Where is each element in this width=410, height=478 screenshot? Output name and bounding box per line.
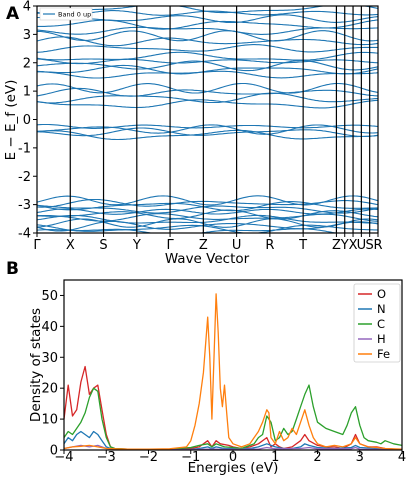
band-line bbox=[36, 208, 379, 215]
band-y-tick-label: -2 bbox=[18, 170, 31, 185]
band-y-tick-label: 1 bbox=[23, 85, 31, 100]
band-x-axis-label: Wave Vector bbox=[165, 251, 250, 267]
band-x-tick-label: Γ bbox=[166, 238, 174, 253]
panel-b-label: B bbox=[6, 259, 19, 279]
dos-plot-frame bbox=[63, 279, 403, 451]
dos-x-tick-label: 2 bbox=[313, 450, 321, 465]
panel-a-label: A bbox=[6, 4, 20, 24]
band-line bbox=[36, 58, 379, 65]
band-y-tick-label: 3 bbox=[23, 28, 31, 43]
band-x-tick-label: Y bbox=[132, 238, 141, 253]
band-x-tick-label: Z bbox=[332, 238, 341, 253]
band-x-tick-label: X bbox=[349, 238, 358, 253]
dos-legend-label-o: O bbox=[377, 287, 386, 301]
band-line bbox=[36, 124, 379, 135]
band-line bbox=[36, 195, 379, 206]
band-x-tick-label: Y bbox=[340, 238, 349, 253]
band-line bbox=[36, 127, 379, 137]
dos-y-tick-label: 50 bbox=[41, 289, 58, 304]
dos-series-lines bbox=[63, 293, 403, 451]
band-legend-label: Band 0 up bbox=[58, 11, 91, 19]
dos-x-tick-label: −1 bbox=[181, 450, 200, 465]
kpoint-lines bbox=[69, 6, 371, 233]
dos-y-ticks: 0 10 20 30 40 50 bbox=[41, 289, 64, 459]
band-line bbox=[36, 87, 379, 97]
dos-y-tick-label: 10 bbox=[41, 413, 58, 428]
band-line bbox=[36, 228, 378, 234]
band-line bbox=[36, 44, 378, 53]
dos-line-o bbox=[63, 365, 402, 451]
dos-x-axis-label: Energies (eV) bbox=[188, 460, 279, 476]
dos-x-tick-label: −2 bbox=[139, 450, 158, 465]
band-line bbox=[37, 30, 379, 42]
band-x-tick-label: U bbox=[232, 238, 242, 253]
band-x-tick-label: S bbox=[99, 238, 107, 253]
band-line bbox=[36, 218, 379, 228]
band-y-tick-label: -1 bbox=[18, 141, 31, 156]
band-line bbox=[36, 224, 379, 234]
band-x-tick-label: R bbox=[373, 238, 382, 253]
band-lines bbox=[36, 5, 379, 234]
band-x-tick-label: Z bbox=[199, 238, 208, 253]
dos-line-n bbox=[63, 430, 403, 451]
band-y-tick-label: 0 bbox=[23, 113, 31, 128]
dos-line-c bbox=[63, 384, 403, 451]
dos-x-tick-label: −4 bbox=[54, 450, 73, 465]
band-x-tick-label: R bbox=[265, 238, 274, 253]
band-line bbox=[37, 19, 379, 30]
dos-line-fe bbox=[63, 293, 403, 450]
dos-legend-label-fe: Fe bbox=[377, 347, 390, 361]
band-line bbox=[36, 51, 379, 61]
band-line bbox=[36, 92, 379, 104]
band-y-ticks: -4 -3 -2 -1 0 1 2 3 4 bbox=[18, 0, 37, 242]
band-x-tick-label: U bbox=[357, 238, 367, 253]
band-line bbox=[36, 201, 378, 212]
band-line bbox=[36, 36, 379, 47]
dos-legend-box bbox=[353, 283, 401, 363]
band-line bbox=[36, 99, 379, 109]
dos-y-axis-label: Density of states bbox=[28, 308, 44, 422]
band-y-tick-label: -3 bbox=[18, 198, 31, 213]
band-line bbox=[36, 82, 379, 94]
dos-x-tick-label: 1 bbox=[271, 450, 279, 465]
dos-x-tick-label: 3 bbox=[356, 450, 364, 465]
band-line bbox=[36, 64, 379, 75]
dos-legend-label-h: H bbox=[377, 332, 386, 346]
band-line bbox=[36, 60, 379, 72]
dos-y-tick-label: 30 bbox=[41, 351, 58, 366]
band-line bbox=[36, 129, 379, 141]
dos-y-tick-label: 0 bbox=[50, 444, 58, 459]
band-legend-box bbox=[39, 7, 93, 21]
band-y-axis-label: E − E_f (eV) bbox=[3, 80, 19, 161]
band-x-tick-label: X bbox=[66, 238, 75, 253]
band-legend: Band 0 up bbox=[39, 7, 93, 21]
band-x-tick-label: T bbox=[298, 238, 307, 253]
dos-legend-label-c: C bbox=[377, 317, 385, 331]
dos-y-tick-label: 40 bbox=[41, 320, 58, 335]
dos-legend-label-n: N bbox=[377, 302, 386, 316]
band-line bbox=[37, 70, 379, 79]
band-line bbox=[37, 14, 379, 24]
dos-x-tick-label: 4 bbox=[398, 450, 406, 465]
band-line bbox=[36, 214, 379, 224]
band-line bbox=[36, 123, 379, 129]
band-y-tick-label: 4 bbox=[23, 0, 31, 15]
band-x-tick-label: Γ bbox=[33, 238, 41, 253]
dos-y-tick-label: 20 bbox=[41, 382, 58, 397]
dos-x-ticks: −4 −3 −2 −1 0 1 2 3 4 bbox=[54, 450, 406, 465]
dos-x-tick-label: −3 bbox=[97, 450, 116, 465]
band-y-tick-label: -4 bbox=[18, 227, 31, 242]
dos-x-tick-label: 0 bbox=[229, 450, 237, 465]
band-x-tick-label: S bbox=[366, 238, 374, 253]
band-y-tick-label: 2 bbox=[23, 56, 31, 71]
